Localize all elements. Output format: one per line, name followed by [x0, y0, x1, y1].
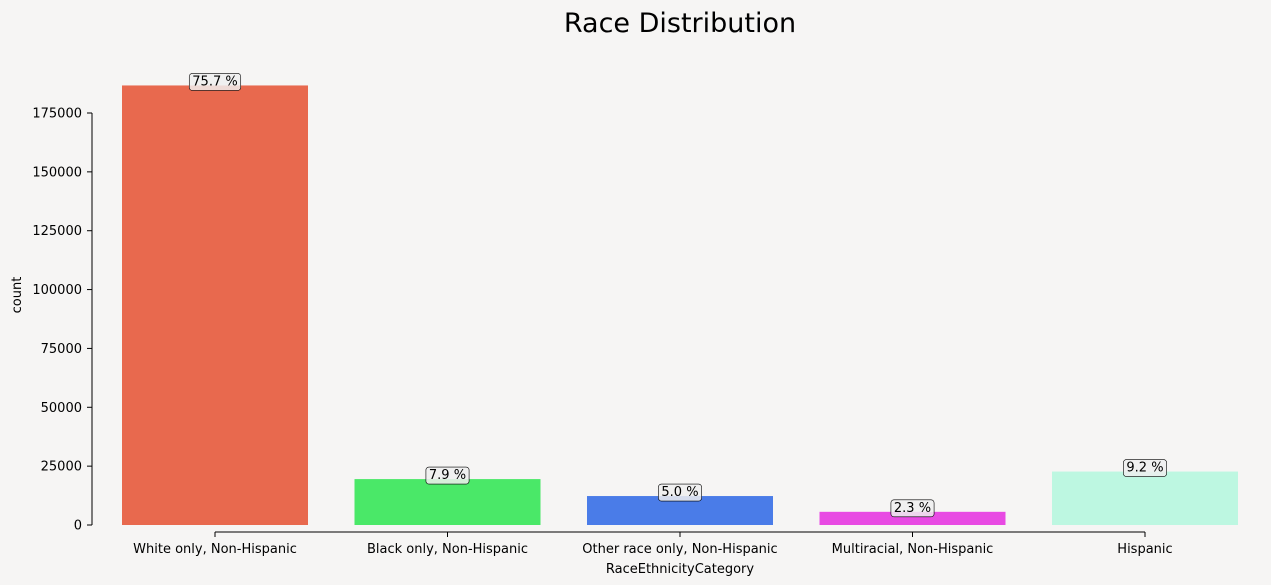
bars-group: [122, 85, 1238, 525]
y-tick-label: 150000: [32, 165, 82, 180]
percent-label-text: 9.2 %: [1126, 461, 1163, 476]
percent-label-box: [890, 499, 935, 518]
y-tick-label: 125000: [32, 224, 82, 239]
bar-2: [354, 479, 541, 525]
percent-label-4: 2.3 %: [890, 499, 935, 518]
percent-label-text: 2.3 %: [894, 501, 931, 516]
x-axis-title: RaceEthnicityCategory: [606, 562, 754, 577]
x-tick-label: Other race only, Non-Hispanic: [582, 542, 777, 557]
bar-4: [819, 511, 1006, 525]
y-tick-label: 50000: [41, 401, 82, 416]
percent-label-3: 5.0 %: [658, 483, 702, 502]
percent-labels-group: 75.7 % 7.9 % 5.0 % 2.3 % 9.2 %: [188, 73, 1167, 518]
percent-label-box: [658, 483, 702, 502]
chart-title: Race Distribution: [564, 8, 796, 39]
y-tick-label: 100000: [32, 283, 82, 298]
percent-label-text: 75.7 %: [192, 74, 237, 89]
percent-label-box: [425, 466, 470, 485]
y-tick-label: 75000: [41, 342, 82, 357]
bar-5: [1052, 471, 1238, 525]
y-axis: 0 25000 50000 75000 100000 125000 150000 175000: [32, 107, 93, 534]
y-tick-label: 175000: [32, 107, 82, 122]
percent-label-2: 7.9 %: [425, 466, 470, 485]
y-tick-label: 25000: [41, 460, 82, 475]
percent-label-box: [188, 73, 242, 91]
percent-label-5: 9.2 %: [1123, 459, 1167, 477]
bar-1: [122, 85, 308, 525]
percent-label-text: 7.9 %: [429, 468, 466, 483]
x-tick-label: Black only, Non-Hispanic: [367, 542, 528, 557]
x-tick-label: White only, Non-Hispanic: [133, 542, 297, 557]
y-axis-title: count: [10, 277, 25, 314]
y-tick-label: 0: [74, 519, 82, 534]
percent-label-text: 5.0 %: [661, 485, 698, 500]
percent-label-1: 75.7 %: [188, 73, 242, 91]
x-tick-label: Hispanic: [1117, 542, 1172, 557]
x-tick-label: Multiracial, Non-Hispanic: [832, 542, 994, 557]
percent-label-box: [1123, 459, 1167, 477]
x-axis: White only, Non-Hispanic Black only, Non-…: [133, 531, 1173, 557]
